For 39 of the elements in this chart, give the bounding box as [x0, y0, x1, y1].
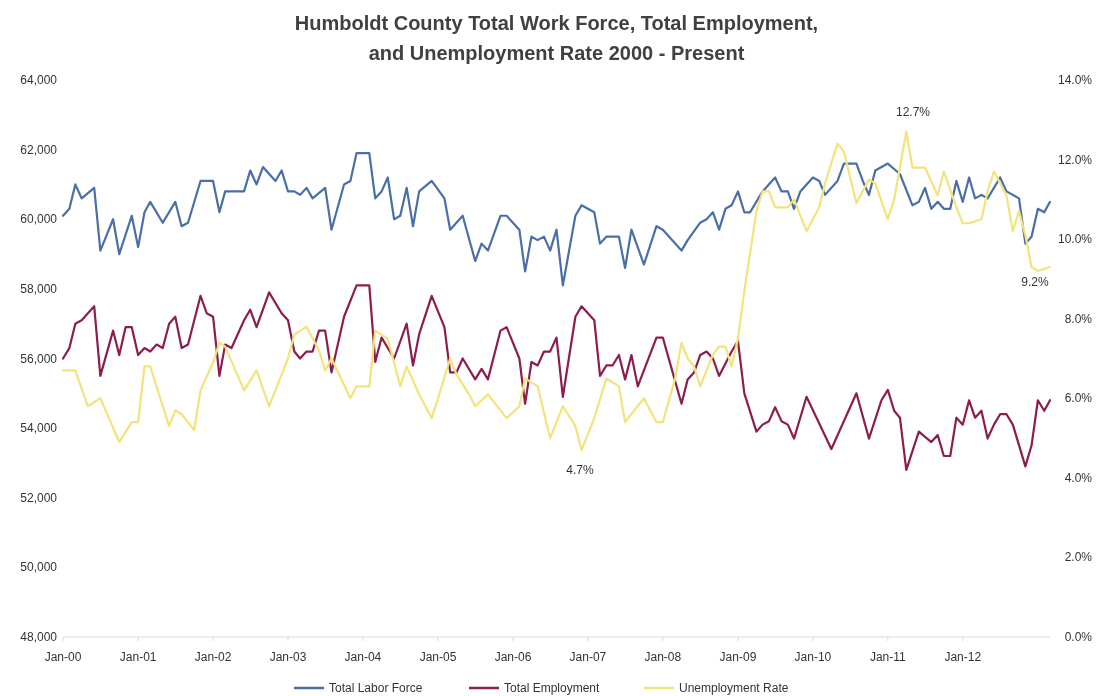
y2-tick-label: 4.0% [1064, 470, 1093, 485]
y-tick-label: 62,000 [20, 142, 58, 157]
x-tick-label: Jan-10 [794, 650, 832, 664]
y-tick-label: 52,000 [20, 490, 58, 505]
y2-tick-label: 8.0% [1064, 311, 1093, 326]
y-tick-label: 56,000 [20, 351, 58, 366]
x-tick-label: Jan-01 [119, 650, 157, 664]
x-tick-label: Jan-06 [494, 650, 532, 664]
x-tick-label: Jan-08 [644, 650, 682, 664]
y-tick-label: 54,000 [20, 421, 58, 436]
y-tick-label: 64,000 [20, 73, 58, 87]
x-tick-label: Jan-07 [569, 650, 607, 664]
legend-label: Unemployment Rate [679, 681, 789, 695]
x-tick-label: Jan-09 [719, 650, 757, 664]
legend-label: Total Employment [504, 681, 601, 695]
line-series [61, 130, 1052, 452]
y2-tick-label: 0.0% [1064, 630, 1093, 644]
x-tick-label: Jan-05 [419, 650, 457, 664]
annotation: 4.7% [566, 463, 594, 477]
y-tick-label: 48,000 [20, 630, 58, 644]
annotation: 9.2% [1021, 275, 1049, 289]
x-tick-label: Jan-11 [869, 650, 907, 664]
y-tick-label: 58,000 [20, 281, 58, 296]
x-tick-label: Jan-03 [269, 650, 307, 664]
y-tick-label: 50,000 [20, 560, 58, 575]
x-tick-label: Jan-02 [194, 650, 232, 664]
y2-tick-label: 10.0% [1057, 232, 1093, 247]
x-tick-label: Jan-04 [344, 650, 382, 664]
y2-tick-label: 12.0% [1057, 152, 1093, 167]
legend-label: Total Labor Force [329, 681, 423, 695]
line-series [61, 152, 1052, 287]
x-tick-label: Jan-12 [944, 650, 982, 664]
chart-title: Humboldt County Total Work Force, Total Employment, and Unemployment Rate 2000 - Present [294, 12, 819, 64]
y2-tick-label: 14.0% [1057, 73, 1093, 87]
x-tick-label: Jan-00 [44, 650, 82, 664]
y2-tick-label: 6.0% [1064, 391, 1093, 406]
y-tick-label: 60,000 [20, 212, 58, 227]
y2-tick-label: 2.0% [1064, 550, 1093, 565]
annotation: 12.7% [895, 105, 931, 119]
